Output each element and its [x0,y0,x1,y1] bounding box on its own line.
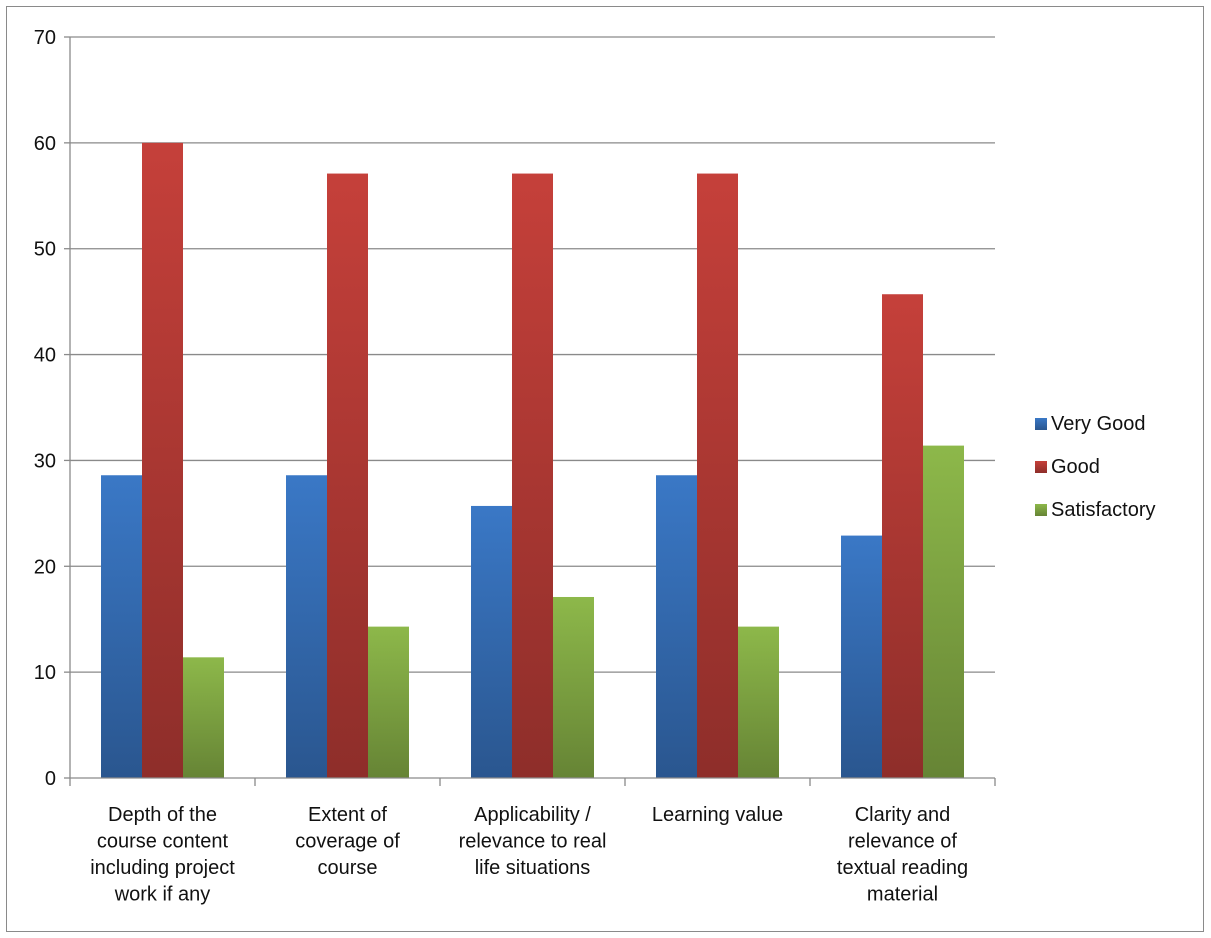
bars [101,142,964,778]
bar-good [697,173,738,778]
bar-satisfactory [553,596,594,778]
y-tick-label: 0 [45,768,56,790]
x-category-label: Learning value [652,804,783,826]
legend-swatch [1035,461,1047,473]
bar-very-good [471,505,512,778]
bar-good [327,173,368,778]
gridlines [70,36,995,673]
axes: 0 10 20 30 40 50 60 70 Depth of the course conten… [34,27,996,906]
bar-good [882,294,923,778]
bar-very-good [101,475,142,778]
y-tick-label: 40 [34,345,56,367]
y-tick-label: 50 [34,239,56,261]
legend-label: Satisfactory [1051,499,1155,521]
legend-swatch [1035,418,1047,430]
x-category-label: Applicability / relevance to real life sit… [459,804,607,879]
x-category-label: Clarity and relevance of textual reading ma… [837,804,968,906]
legend-label: Very Good [1051,413,1146,435]
bar-satisfactory [368,626,409,778]
bar-very-good [841,535,882,778]
legend-swatch [1035,504,1047,516]
bar-very-good [286,475,327,778]
y-tick-label: 60 [34,133,56,155]
y-tick-label: 70 [34,27,56,49]
bar-good [142,142,183,778]
y-tick-label: 30 [34,450,56,472]
bar-satisfactory [738,626,779,778]
chart-frame [6,6,1204,932]
legend-label: Good [1051,456,1100,478]
y-tick-label: 20 [34,556,56,578]
x-category-label: Depth of the course content including proj… [90,804,235,906]
y-tick-label: 10 [34,662,56,684]
legend: Very Good Good Satisfactory [1035,413,1155,521]
bar-good [512,173,553,778]
bar-very-good [656,475,697,778]
bar-satisfactory [923,445,964,778]
x-category-label: Extent of coverage of course [295,804,400,879]
bar-satisfactory [183,657,224,778]
